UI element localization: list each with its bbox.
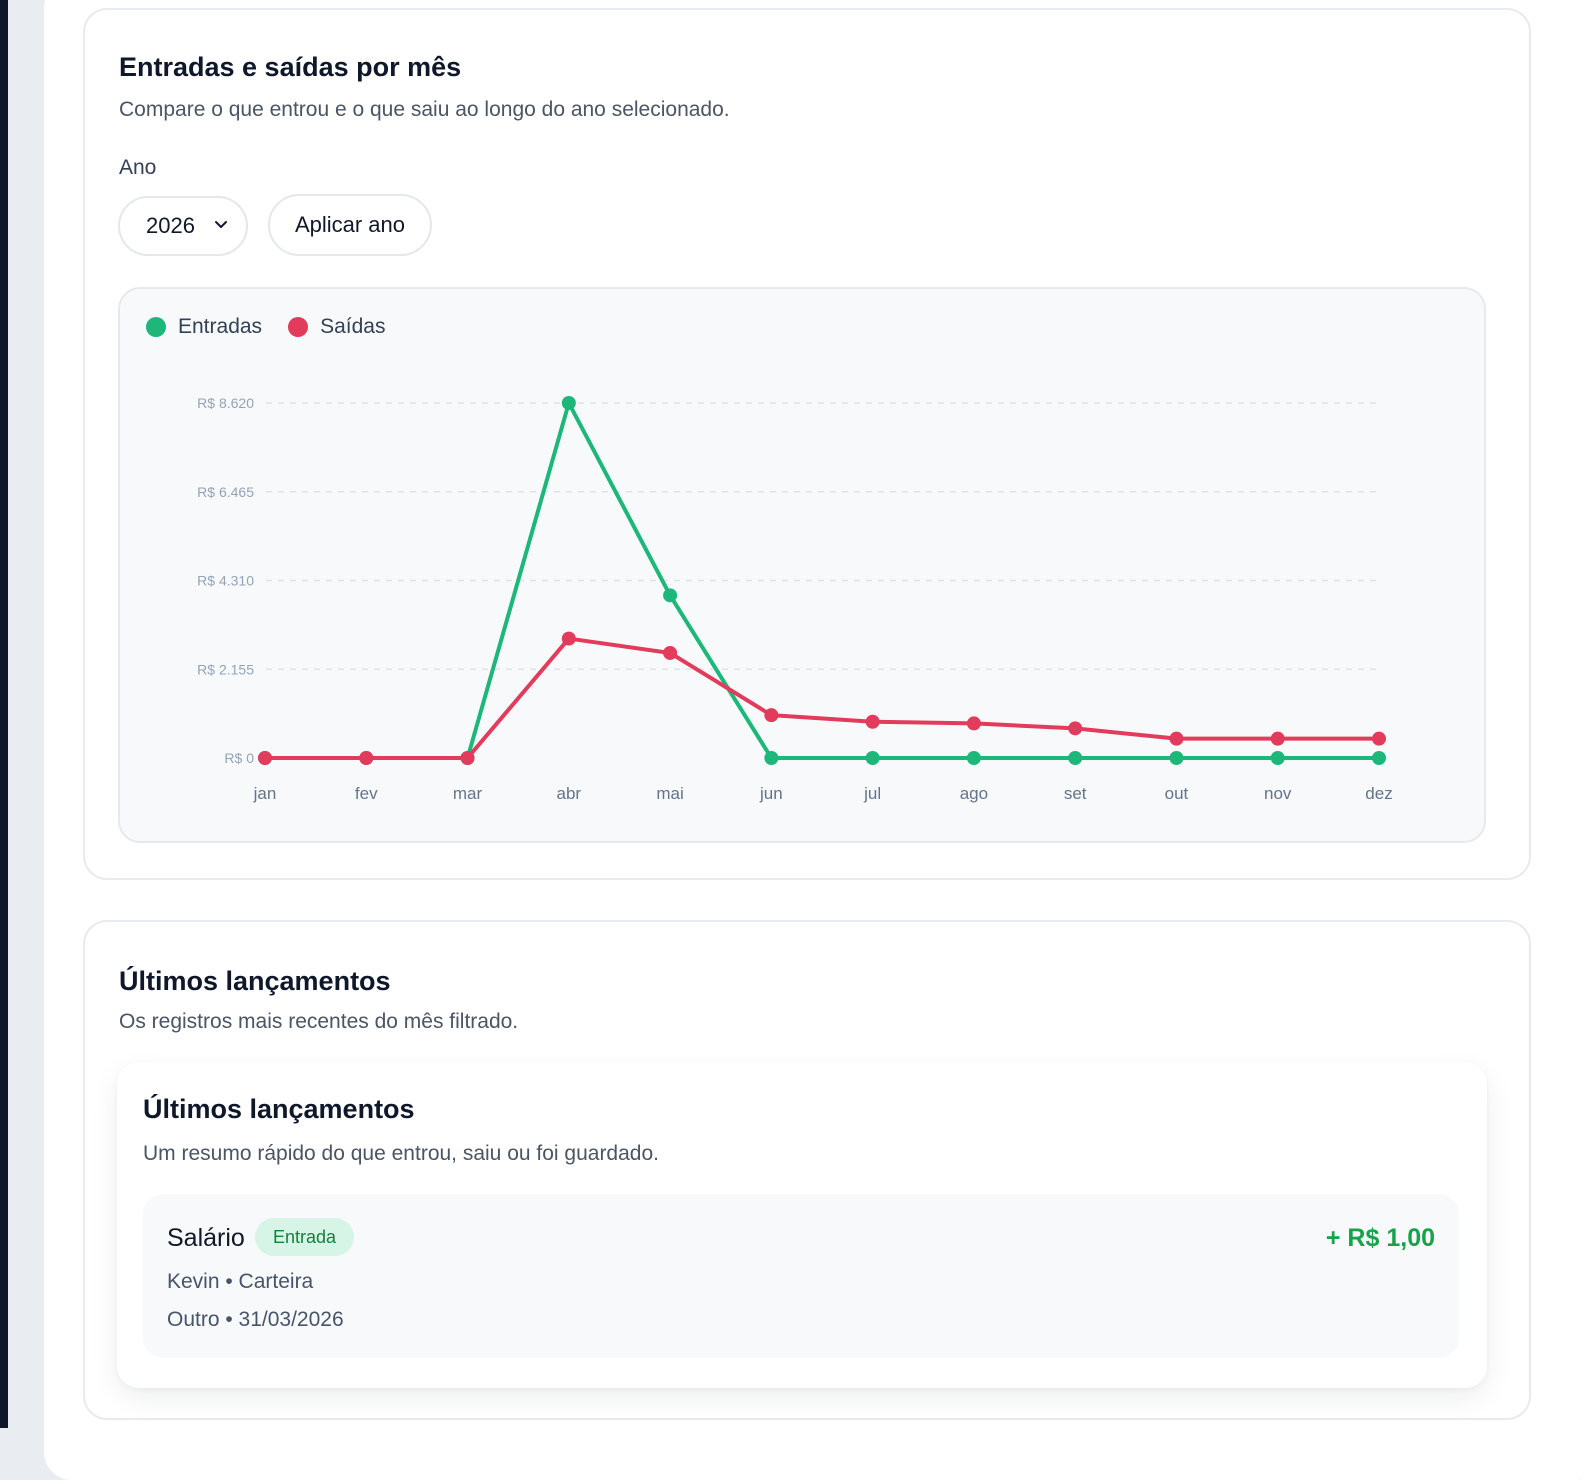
data-point-saidas [258,751,272,765]
recent-card-subtitle: Os registros mais recentes do mês filtra… [119,1010,519,1033]
year-label: Ano [119,156,157,179]
x-tick-label: nov [1264,784,1292,803]
data-point-entradas [1068,751,1083,765]
data-point-entradas [865,751,880,765]
chevron-down-icon [215,221,227,228]
legend-dot-entradas [146,317,166,337]
year-select[interactable]: 2026 [118,196,248,256]
data-point-entradas [1169,751,1184,765]
x-tick-label: dez [1365,784,1392,803]
x-tick-label: mai [656,784,683,803]
x-tick-label: abr [557,784,582,803]
recent-panel-title: Últimos lançamentos [143,1094,415,1124]
window-edge [0,0,8,1428]
data-point-saidas [460,751,475,765]
chart-card-title: Entradas e saídas por mês [119,52,462,82]
data-point-entradas [663,588,678,603]
data-point-saidas [764,708,779,723]
monthly-chart-card: Entradas e saídas por mês Compare o que … [83,8,1531,880]
y-tick-label: R$ 4.310 [197,573,254,589]
y-tick-label: R$ 8.620 [197,395,254,411]
x-tick-label: mar [453,784,483,803]
data-point-entradas [1372,751,1386,765]
entry-type-badge: Entrada [255,1218,355,1256]
data-point-entradas [966,751,981,765]
x-tick-label: out [1165,784,1189,803]
data-point-saidas [966,716,981,731]
legend-dot-saidas [288,317,309,337]
legend-saidas[interactable]: Saídas [288,315,385,339]
x-tick-label: jan [253,784,277,803]
recent-entries-card: Últimos lançamentos Os registros mais re… [83,920,1531,1420]
data-point-entradas [561,396,576,410]
legend-label-entradas: Entradas [178,315,263,338]
list-item[interactable]: Salário Entrada Kevin • Carteira Outro •… [143,1194,1459,1358]
entry-amount: + R$ 1,00 [1325,1224,1435,1252]
recent-entries-panel: Últimos lançamentos Um resumo rápido do … [117,1062,1487,1388]
entry-owner-account: Kevin • Carteira [167,1270,314,1293]
data-point-saidas [561,631,576,646]
data-point-saidas [359,751,374,765]
data-point-saidas [663,645,678,660]
data-point-saidas [1169,731,1184,746]
recent-card-title: Últimos lançamentos [119,966,391,996]
x-tick-label: ago [960,784,988,803]
recent-panel-subtitle: Um resumo rápido do que entrou, saiu ou … [143,1142,659,1165]
entry-name: Salário [167,1224,245,1252]
data-point-saidas [1270,731,1285,746]
data-point-saidas [1372,731,1386,746]
entry-category-date: Outro • 31/03/2026 [167,1308,344,1331]
chart-card-subtitle: Compare o que entrou e o que saiu ao lon… [119,98,730,121]
line-chart: R$ 0 R$ 2.155 R$ 4.310 R$ 6.465 R$ 8.620 jan f… [197,395,1393,803]
y-tick-label: R$ 6.465 [197,484,254,500]
year-select-value: 2026 [146,213,195,238]
data-point-entradas [1270,751,1285,765]
y-tick-label: R$ 0 [224,750,254,766]
legend-entradas[interactable]: Entradas [146,315,262,339]
x-tick-label: set [1064,784,1087,803]
data-point-entradas [764,751,779,765]
chart-panel: Entradas Saídas R$ 0 R$ 2.155 R$ 4.310 R$ 6… [118,287,1486,843]
series-line-saidas [263,636,1381,760]
x-tick-label: jun [759,784,783,803]
y-tick-label: R$ 2.155 [197,661,254,677]
data-point-saidas [1068,721,1083,736]
chart-legend: Entradas Saídas [146,315,385,339]
apply-year-button[interactable]: Aplicar ano [268,194,432,256]
x-tick-label: jul [863,784,881,803]
x-tick-label: fev [355,784,378,803]
legend-label-saidas: Saídas [320,315,386,338]
data-point-saidas [865,714,880,729]
